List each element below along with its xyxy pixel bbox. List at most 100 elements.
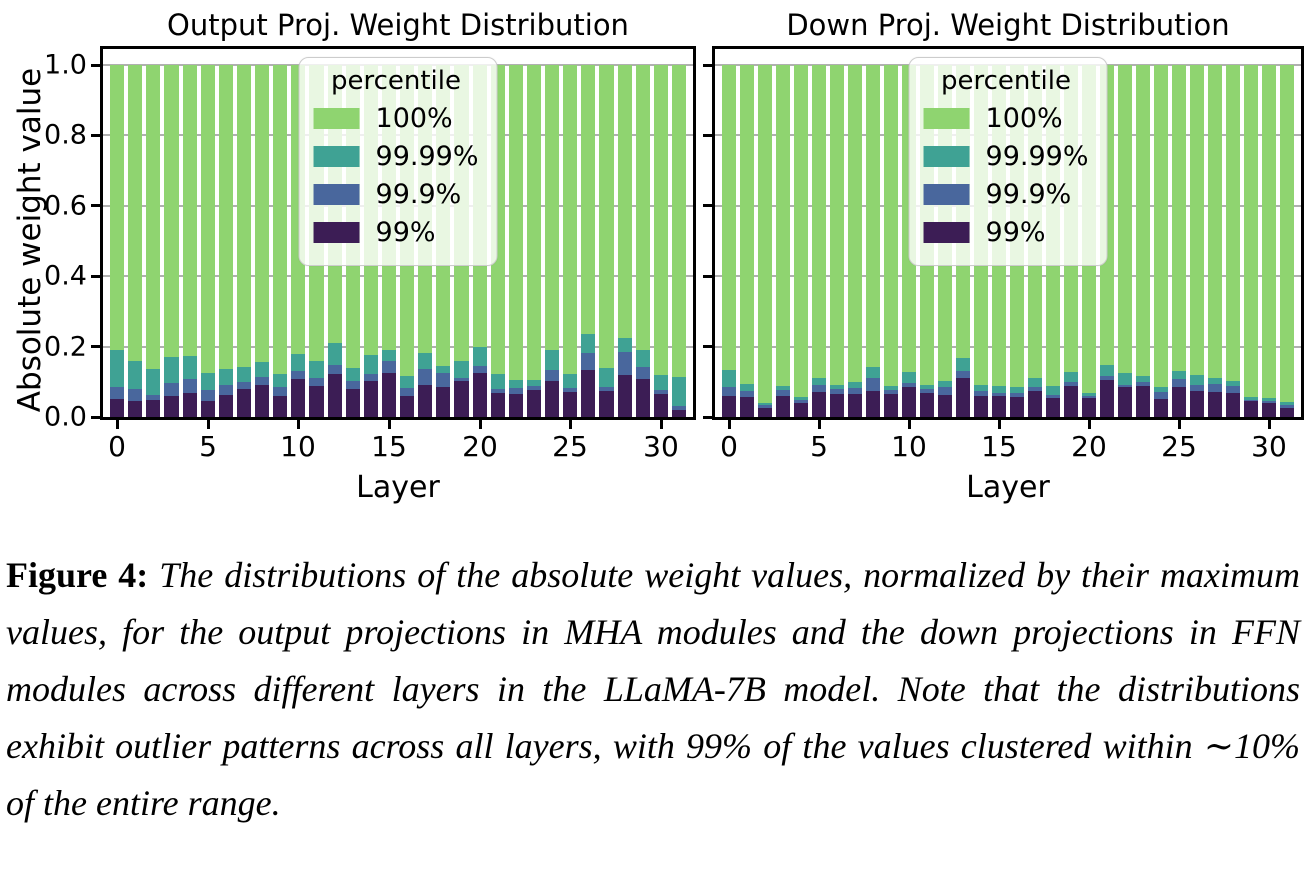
segment-99% [128, 401, 143, 417]
bar-layer-5 [200, 49, 215, 417]
bar-layer-27 [1208, 49, 1222, 417]
legend: percentile 100% 99.99% 99.9% 99% [908, 57, 1108, 266]
legend-entry: 99.99% [313, 141, 479, 172]
segment-99% [776, 395, 790, 417]
segment-100% [617, 65, 632, 417]
y-tick-label: 0.6 [44, 190, 87, 222]
segment-99% [1226, 393, 1240, 417]
segment-99% [182, 393, 197, 417]
segment-99% [920, 393, 934, 417]
y-tick-mark [703, 133, 712, 137]
segment-99% [218, 394, 233, 417]
y-tick-mark [703, 415, 712, 419]
segment-100% [740, 65, 754, 417]
bar-layer-29 [1244, 49, 1258, 417]
segment-99% [273, 395, 288, 417]
segment-100% [671, 65, 686, 417]
x-tick-label: 10 [891, 430, 927, 463]
bars [715, 49, 1301, 417]
bar-layer-0 [110, 49, 125, 417]
x-tick-mark [1177, 420, 1181, 429]
bar-layer-1 [128, 49, 143, 417]
bar-layer-30 [1262, 49, 1276, 417]
figure-caption: Figure 4: The distributions of the absol… [6, 547, 1300, 831]
segment-100% [164, 65, 179, 417]
segment-99% [436, 387, 451, 417]
bar-layer-3 [776, 49, 790, 417]
bar-layer-22 [1118, 49, 1132, 417]
segment-100% [1244, 65, 1258, 417]
segment-99% [1172, 386, 1186, 417]
plot-area-down-proj: percentile 100% 99.99% 99.9% 99% [703, 46, 1304, 420]
bar-layer-30 [653, 49, 668, 417]
y-tick-mark [703, 345, 712, 349]
segment-99% [363, 380, 378, 417]
legend-entry: 100% [313, 103, 479, 134]
segment-100% [1262, 65, 1276, 417]
x-tick-label: 25 [552, 430, 588, 463]
bar-layer-7 [236, 49, 251, 417]
segment-99% [164, 395, 179, 417]
segment-100% [146, 65, 161, 417]
y-tick-label: 0.2 [44, 331, 87, 363]
segment-99% [236, 388, 251, 417]
gridline [103, 345, 693, 348]
segment-99% [418, 384, 433, 417]
legend-swatch-icon [313, 108, 360, 129]
segment-100% [1190, 65, 1204, 417]
segment-99% [812, 392, 826, 417]
x-tick-label: 5 [199, 430, 217, 463]
segment-99% [740, 396, 754, 417]
gridline [715, 345, 1301, 348]
segment-100% [1154, 65, 1168, 417]
x-tick-label: 20 [462, 430, 498, 463]
bar-layer-24 [1154, 49, 1168, 417]
y-tick-label: 0.4 [44, 260, 87, 292]
legend-label: 99% [985, 217, 1046, 248]
segment-99% [1118, 387, 1132, 417]
bar-layer-1 [740, 49, 754, 417]
legend-entry: 99.99% [923, 141, 1089, 172]
segment-99% [581, 369, 596, 417]
segment-100% [758, 65, 772, 417]
caption-label: Figure 4: [6, 555, 149, 595]
y-axis-label: Absolute weight value [12, 67, 48, 413]
bar-layer-27 [599, 49, 614, 417]
legend-entry: 100% [923, 103, 1089, 134]
x-tick-mark [727, 420, 731, 429]
x-tick-label: 30 [643, 430, 679, 463]
legend-swatch-icon [313, 146, 360, 167]
segment-99% [1208, 391, 1222, 417]
segment-99% [794, 403, 808, 417]
segment-99% [255, 385, 270, 417]
segment-99% [146, 400, 161, 417]
legend-swatch-icon [313, 184, 360, 205]
segment-99% [1244, 401, 1258, 417]
bar-layer-2 [758, 49, 772, 417]
x-tick-label: 0 [720, 430, 738, 463]
y-tick-mark [703, 63, 712, 67]
y-tick-mark [91, 345, 100, 349]
x-axis-down-proj: 0 5 10 15 20 25 30 [712, 420, 1304, 468]
segment-99% [671, 409, 686, 417]
x-tick-label: 30 [1251, 430, 1287, 463]
x-tick-label: 0 [108, 430, 126, 463]
legend-swatch-icon [923, 184, 970, 205]
segment-100% [200, 65, 215, 417]
segment-99% [454, 381, 469, 417]
segment-99% [956, 377, 970, 417]
x-tick-label: 20 [1071, 430, 1107, 463]
segment-99% [545, 381, 560, 417]
bar-layer-28 [617, 49, 632, 417]
legend-label: 99.99% [375, 141, 479, 172]
bar-layer-23 [526, 49, 541, 417]
segment-99% [866, 391, 880, 417]
x-tick-mark [478, 420, 482, 429]
legend-label: 99.99% [985, 141, 1089, 172]
segment-99% [1280, 407, 1294, 417]
y-tick-mark [703, 204, 712, 208]
y-tick-mark [91, 133, 100, 137]
y-tick-mark [91, 274, 100, 278]
segment-99% [884, 393, 898, 417]
segment-99% [309, 386, 324, 417]
